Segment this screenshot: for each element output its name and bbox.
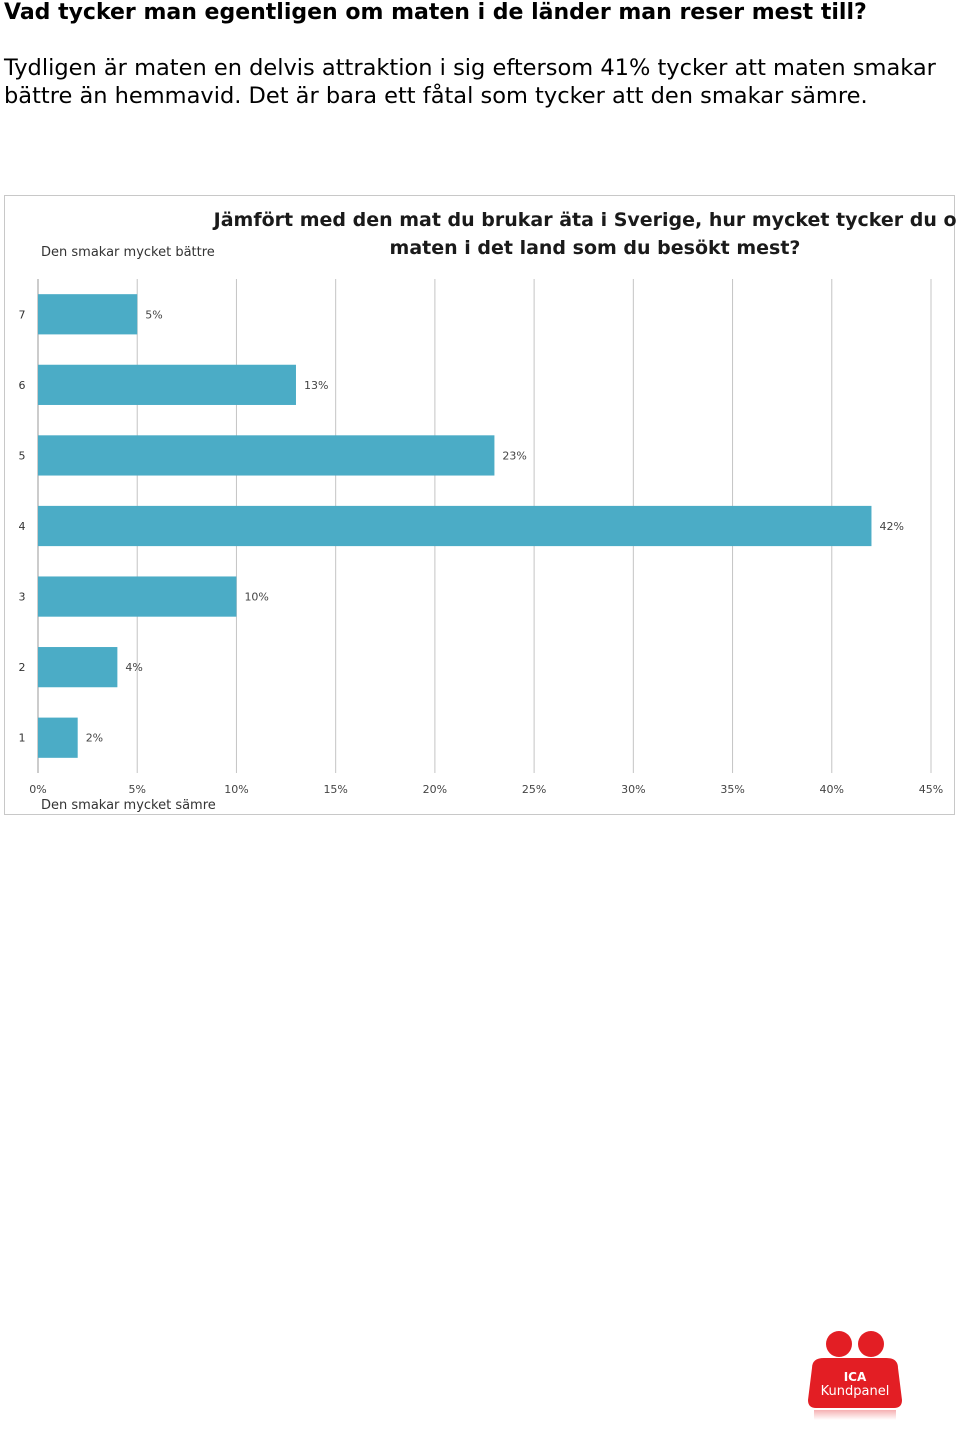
x-tick-label: 30%: [621, 783, 645, 796]
value-label: 2%: [86, 732, 103, 745]
bottom-scale-label: Den smakar mycket sämre: [41, 798, 216, 813]
category-label: 1: [19, 732, 26, 745]
value-label: 42%: [879, 520, 903, 533]
x-tick-label: 25%: [522, 783, 546, 796]
value-label: 10%: [244, 591, 268, 604]
x-tick-label: 15%: [323, 783, 347, 796]
logo-text-kundpanel: Kundpanel: [820, 1384, 890, 1399]
x-tick-label: 40%: [820, 783, 844, 796]
x-tick-label: 35%: [720, 783, 744, 796]
value-label: 13%: [304, 379, 328, 392]
category-label: 5: [19, 449, 26, 462]
value-label: 4%: [125, 661, 142, 674]
category-label: 7: [19, 308, 26, 321]
bar: [38, 647, 118, 688]
logo-text-ica: ICA: [843, 1370, 867, 1384]
bar: [38, 364, 296, 405]
chart-title-line1: Jämfört med den mat du brukar äta i Sver…: [212, 209, 956, 231]
chart-title-line2: maten i det land som du besökt mest?: [390, 237, 801, 259]
value-label: 23%: [502, 449, 526, 462]
category-label: 2: [19, 661, 26, 674]
x-tick-label: 45%: [919, 783, 943, 796]
bar: [38, 576, 237, 617]
bar: [38, 294, 138, 335]
bar: [38, 717, 78, 758]
category-label: 3: [19, 591, 26, 604]
top-scale-label: Den smakar mycket bättre: [41, 245, 215, 260]
chart-container: Jämfört med den mat du brukar äta i Sver…: [4, 195, 957, 815]
category-label: 4: [19, 520, 26, 533]
value-label: 5%: [145, 308, 162, 321]
x-tick-label: 10%: [224, 783, 248, 796]
category-label: 6: [19, 379, 26, 392]
bar: [38, 435, 495, 476]
ica-kundpanel-logo: ICA Kundpanel: [806, 1330, 904, 1422]
intro-paragraph: Tydligen är maten en delvis attraktion i…: [4, 55, 936, 109]
x-tick-label: 0%: [29, 783, 46, 796]
bar: [38, 505, 872, 547]
x-tick-label: 20%: [423, 783, 447, 796]
bar-chart: Jämfört med den mat du brukar äta i Sver…: [19, 209, 957, 813]
page-heading: Vad tycker man egentligen om maten i de …: [4, 0, 867, 25]
x-tick-label: 5%: [128, 783, 145, 796]
